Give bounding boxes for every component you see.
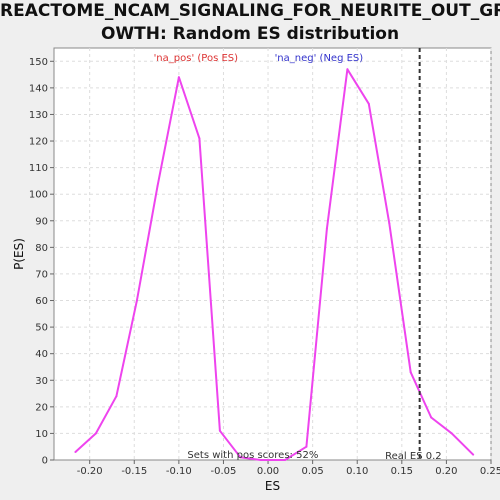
y-axis-label: P(ES)	[12, 238, 26, 270]
x-tick-label: 0.25	[480, 466, 500, 477]
data-point	[74, 451, 77, 454]
data-point	[305, 445, 308, 448]
x-tick-label: 0.05	[301, 466, 323, 477]
y-tick-label: 80	[35, 243, 48, 254]
x-tick-label: 0.20	[435, 466, 457, 477]
y-tick-label: 30	[35, 376, 48, 387]
axis-ticks: 0 10 20 30 40 50 60 70 80 90 100 110 120 130 140 150 -0.…	[29, 57, 500, 477]
x-tick-label: -0.20	[77, 466, 103, 477]
real-es-label: Real ES 0.2	[385, 451, 441, 462]
plot-area	[53, 47, 492, 461]
data-point	[325, 227, 328, 230]
y-tick-label: 10	[35, 429, 48, 440]
data-point	[388, 222, 391, 225]
data-point	[198, 137, 201, 140]
data-point	[430, 416, 433, 419]
pos-es-label: 'na_pos' (Pos ES)	[154, 53, 239, 64]
series-layer	[74, 68, 475, 461]
data-point	[239, 456, 242, 459]
data-point	[346, 68, 349, 71]
x-tick-label: 0.00	[257, 466, 279, 477]
y-tick-label: 50	[35, 323, 48, 334]
data-point	[135, 299, 138, 302]
x-tick-label: 0.15	[391, 466, 413, 477]
y-tick-label: 60	[35, 296, 48, 307]
data-point	[115, 395, 118, 398]
data-point	[177, 76, 180, 79]
y-tick-label: 40	[35, 349, 48, 360]
y-tick-label: 20	[35, 402, 48, 413]
data-point	[94, 432, 97, 435]
data-point	[472, 453, 475, 456]
x-axis-label: ES	[265, 479, 280, 493]
data-point	[156, 185, 159, 188]
series-line	[74, 68, 474, 461]
x-tick-label: -0.15	[121, 466, 147, 477]
y-tick-label: 150	[29, 57, 48, 68]
data-point	[283, 459, 286, 461]
x-tick-label: 0.10	[346, 466, 368, 477]
y-tick-label: 110	[29, 163, 48, 174]
y-tick-label: 140	[29, 83, 48, 94]
y-tick-label: 120	[29, 137, 48, 148]
y-tick-label: 70	[35, 269, 48, 280]
x-tick-label: -0.05	[211, 466, 237, 477]
chart-title-line2: OWTH: Random ES distribution	[100, 24, 400, 44]
x-tick-label: -0.10	[166, 466, 192, 477]
chart-title: REACTOME_NCAM_SIGNALING_FOR_NEURITE_OUT_…	[0, 0, 500, 46]
grid	[54, 48, 492, 460]
pos-scores-label: Sets with pos scores: 52%	[187, 450, 318, 461]
chart-title-line1: REACTOME_NCAM_SIGNALING_FOR_NEURITE_OUT_…	[0, 1, 500, 21]
y-tick-label: 130	[29, 110, 48, 121]
data-point	[218, 429, 221, 432]
data-point	[409, 371, 412, 374]
y-tick-label: 90	[35, 216, 48, 227]
neg-es-label: 'na_neg' (Neg ES)	[275, 53, 364, 64]
data-point	[367, 102, 370, 105]
data-point	[450, 432, 453, 435]
y-tick-label: 0	[42, 456, 48, 467]
data-point	[259, 459, 262, 461]
y-tick-label: 100	[29, 190, 48, 201]
